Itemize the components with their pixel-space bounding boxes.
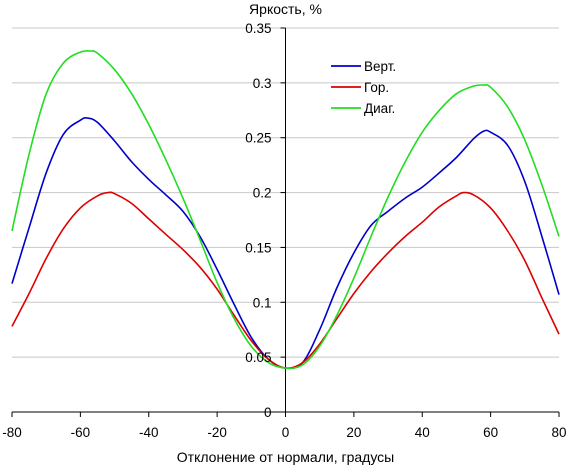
y-tick-label: 0.2 (253, 186, 272, 201)
x-tick-label: -40 (139, 425, 159, 440)
legend-label: Верт. (364, 59, 396, 74)
y-tick-label: 0.05 (245, 350, 271, 365)
y-tick-label: 0.3 (253, 76, 272, 91)
legend: Верт. Гор. Диаг. (331, 59, 396, 116)
x-tick-label: -60 (71, 425, 91, 440)
x-tick-label: 80 (551, 425, 566, 440)
y-tick-label: 0.15 (245, 240, 271, 255)
x-tick-label: -80 (2, 425, 22, 440)
tick-labels: -80 -60 -40 -20 0 20 40 60 80 0 0.05 0.1 0.15 0.2 0.25… (2, 21, 566, 440)
y-tick-label: 0.25 (245, 131, 271, 146)
legend-label: Диаг. (364, 101, 395, 116)
y-tick-label: 0 (264, 405, 272, 420)
y-axis-title: Яркость, % (249, 1, 322, 17)
axes (11, 27, 560, 417)
x-tick-label: -20 (207, 425, 227, 440)
x-axis-title: Отклонение от нормали, градусы (177, 449, 394, 465)
series-line-3 (11, 49, 560, 370)
x-tick-label: 60 (483, 425, 498, 440)
legend-label: Гор. (364, 80, 389, 95)
x-tick-label: 0 (282, 425, 290, 440)
series-lines (11, 49, 560, 370)
y-tick-label: 0.1 (253, 295, 272, 310)
x-tick-label: 20 (346, 425, 361, 440)
y-tick-label: 0.35 (245, 21, 271, 36)
x-tick-label: 40 (415, 425, 430, 440)
